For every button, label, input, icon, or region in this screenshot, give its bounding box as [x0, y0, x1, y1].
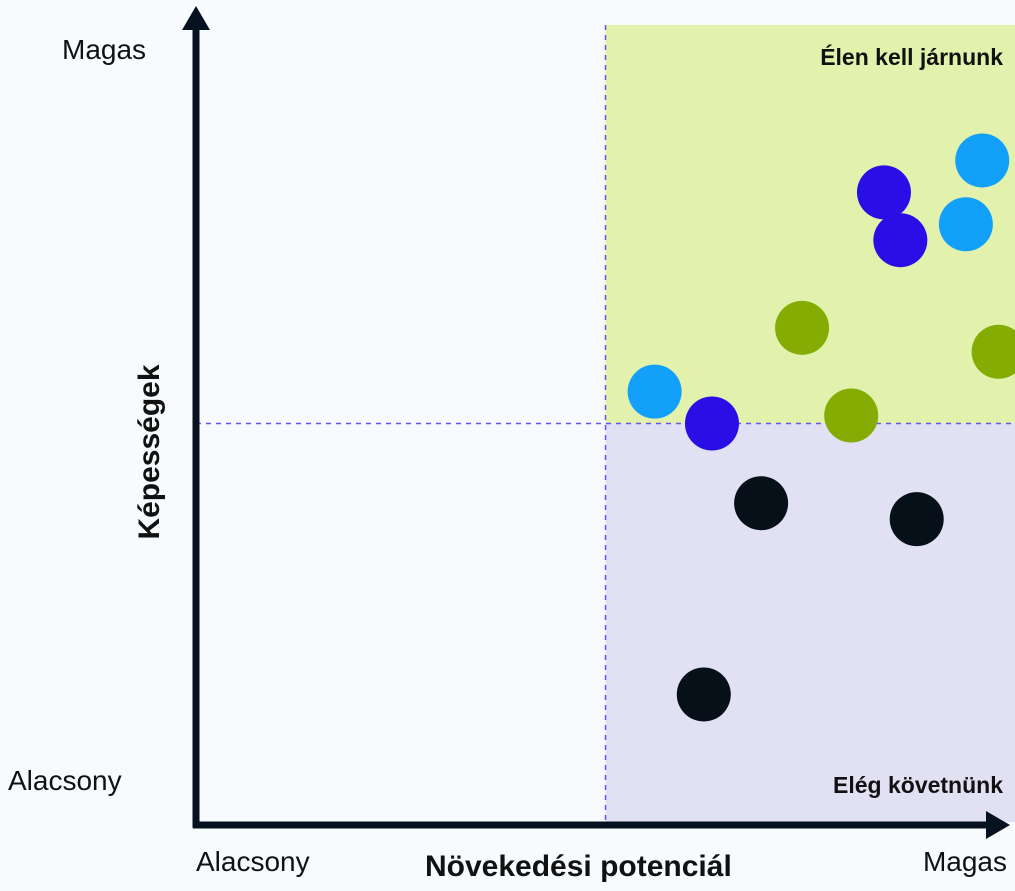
quadrant-bottom-right-label: Elég követnünk	[833, 772, 1003, 798]
data-point-green	[824, 388, 879, 443]
data-point-light-blue	[955, 133, 1010, 188]
data-point-blue	[684, 396, 739, 451]
y-axis-title: Képességek	[133, 364, 166, 540]
data-point-light-blue	[938, 197, 993, 252]
data-point-green	[775, 300, 830, 355]
y-axis-arrowhead	[182, 6, 210, 30]
y-tick-high: Magas	[62, 34, 147, 65]
data-point-black	[889, 492, 944, 547]
x-axis-title: Növekedési potenciál	[425, 850, 732, 883]
data-point-light-blue	[627, 364, 682, 419]
data-point-blue	[856, 165, 911, 220]
quadrant-top-right-label: Élen kell járnunk	[820, 44, 1003, 70]
data-point-black	[734, 476, 789, 531]
data-point-blue	[873, 213, 928, 268]
x-axis-arrowhead	[986, 811, 1010, 839]
data-point-black	[676, 667, 731, 722]
data-point-green	[971, 324, 1015, 379]
data-points	[627, 133, 1015, 722]
y-tick-low: Alacsony	[8, 765, 122, 796]
x-tick-low: Alacsony	[196, 846, 310, 877]
x-tick-high: Magas	[922, 846, 1007, 877]
quadrant-bottom-right-background	[605, 423, 1015, 822]
